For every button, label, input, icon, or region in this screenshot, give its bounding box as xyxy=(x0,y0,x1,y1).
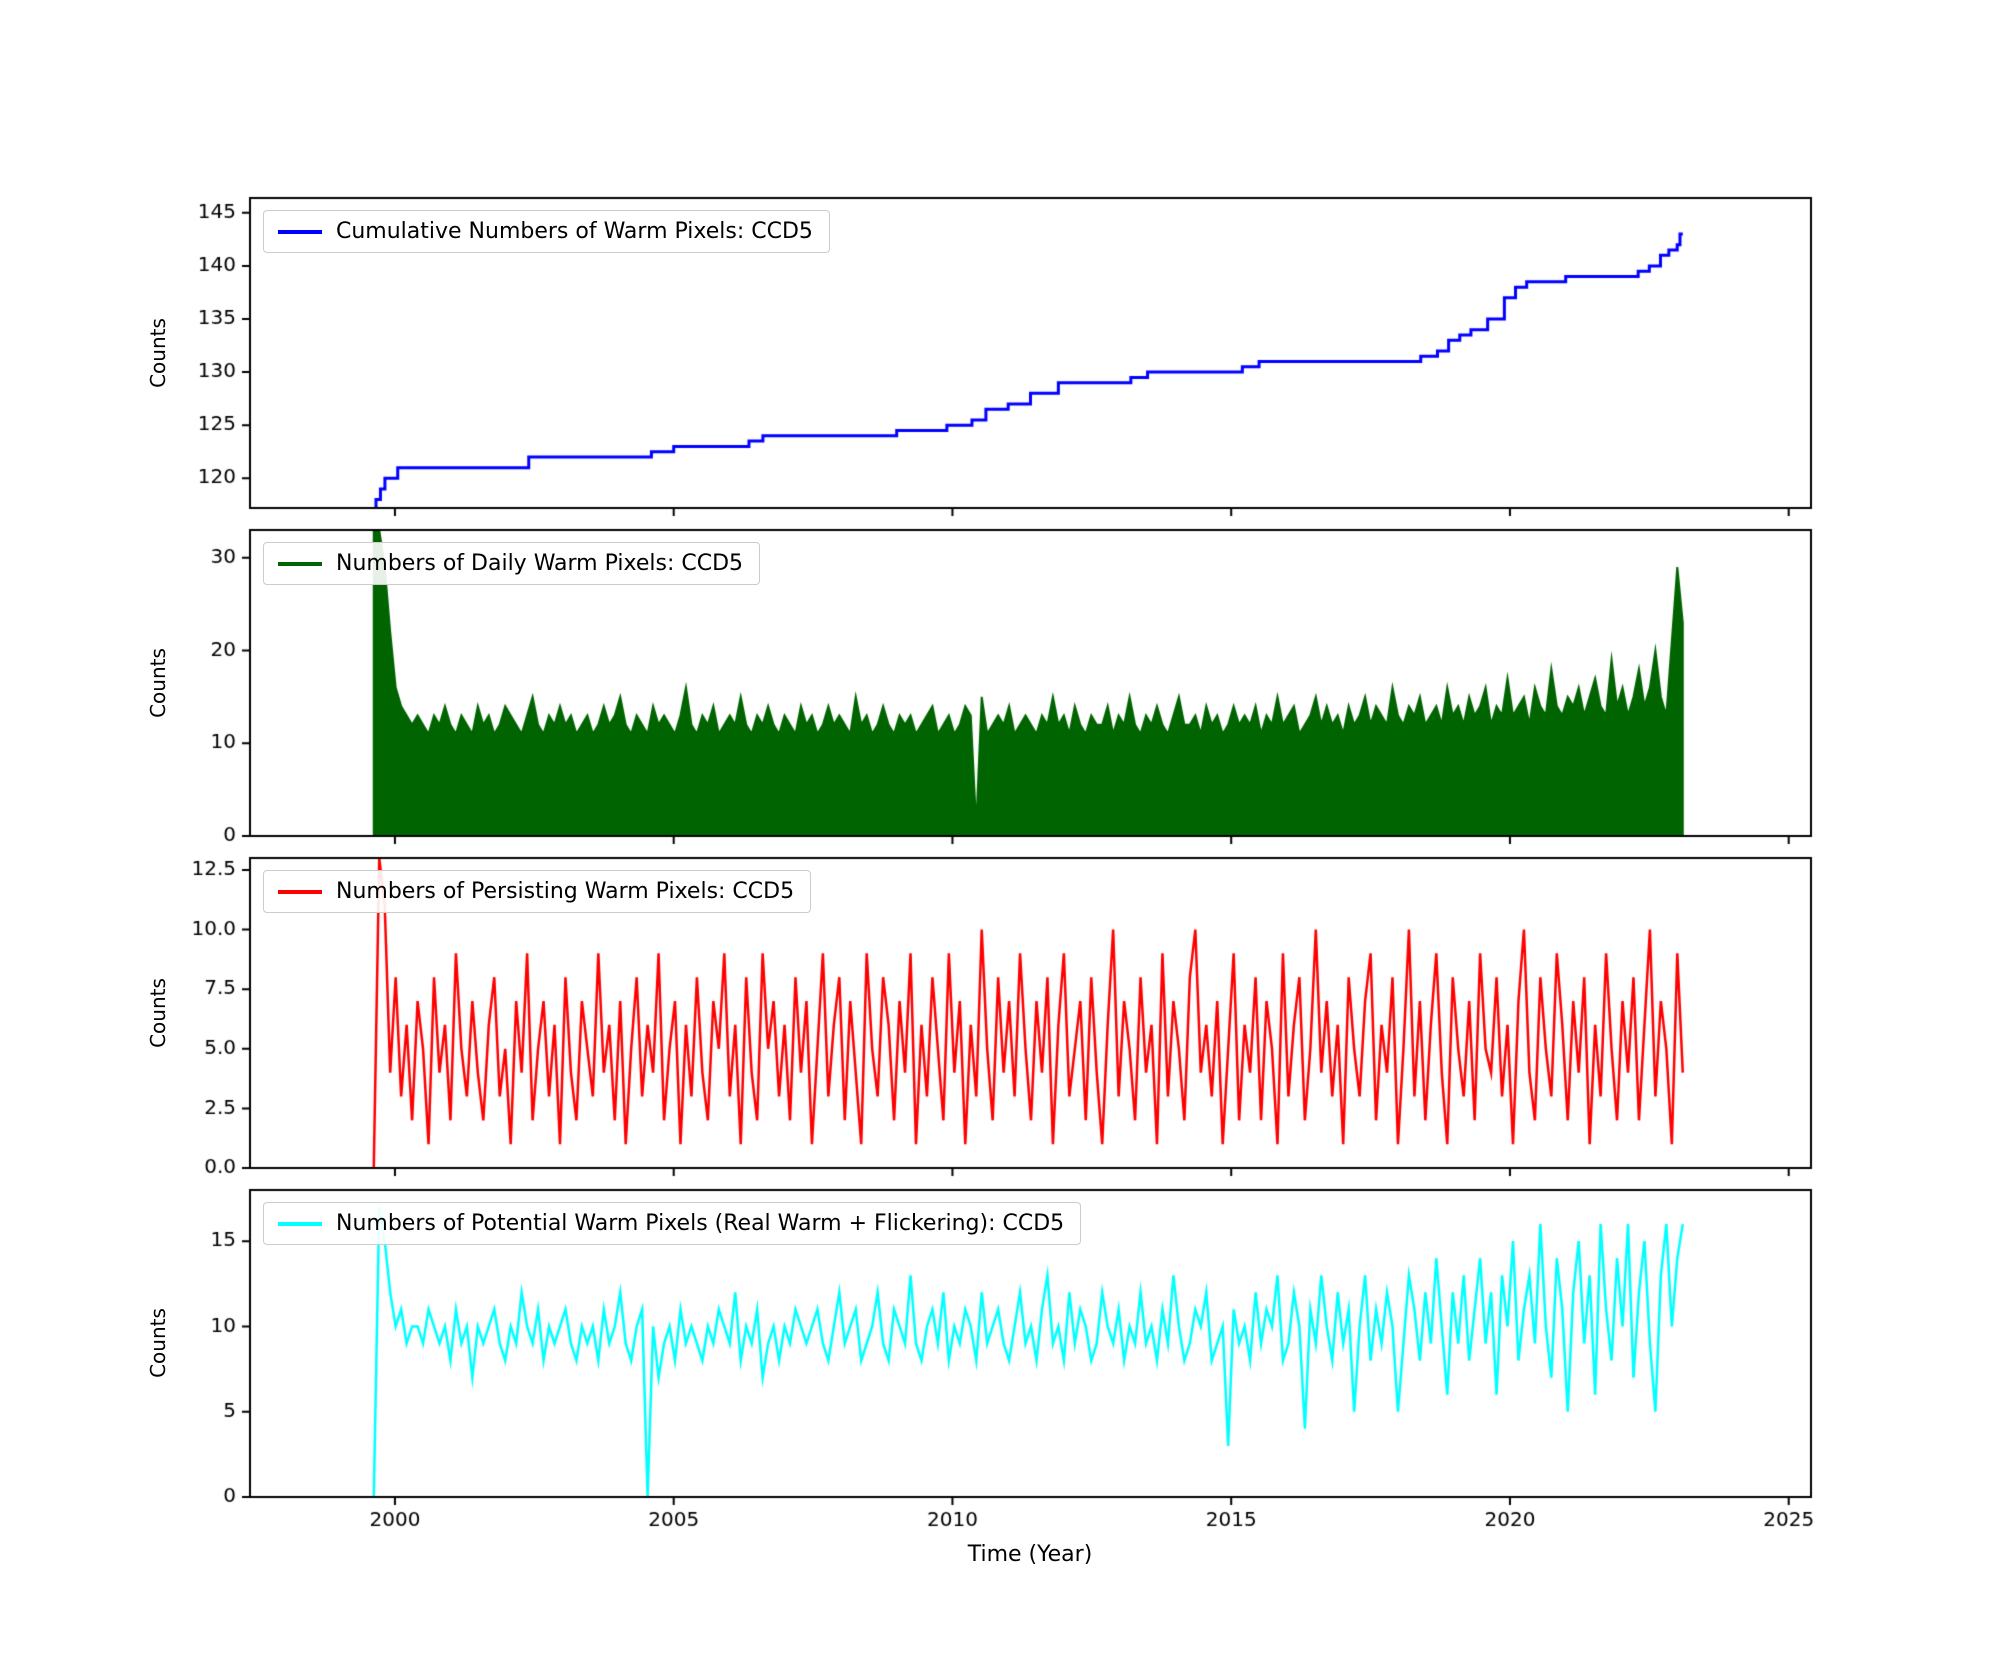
y-axis-label-panel1: Counts xyxy=(146,318,170,388)
y-axis-label-panel4: Counts xyxy=(146,1308,170,1378)
y-axis-label-panel2: Counts xyxy=(146,648,170,718)
legend-line-sample-red xyxy=(278,889,322,894)
legend-line-sample-green xyxy=(278,561,322,566)
legend-label: Numbers of Daily Warm Pixels: CCD5 xyxy=(336,551,744,576)
legend-persisting-warm-pixels: Numbers of Persisting Warm Pixels: CCD5 xyxy=(263,870,812,913)
legend-label: Numbers of Persisting Warm Pixels: CCD5 xyxy=(336,879,795,904)
legend-line-sample-blue xyxy=(278,229,322,234)
legend-potential-warm-pixels: Numbers of Potential Warm Pixels (Real W… xyxy=(263,1202,1082,1245)
legend-daily-warm-pixels: Numbers of Daily Warm Pixels: CCD5 xyxy=(263,542,761,585)
legend-line-sample-cyan xyxy=(278,1221,322,1226)
y-axis-label-panel3: Counts xyxy=(146,978,170,1048)
x-axis-label: Time (Year) xyxy=(967,1542,1093,1567)
legend-cumulative-warm-pixels: Cumulative Numbers of Warm Pixels: CCD5 xyxy=(263,210,830,253)
legend-label: Numbers of Potential Warm Pixels (Real W… xyxy=(336,1211,1065,1236)
legend-label: Cumulative Numbers of Warm Pixels: CCD5 xyxy=(336,219,813,244)
